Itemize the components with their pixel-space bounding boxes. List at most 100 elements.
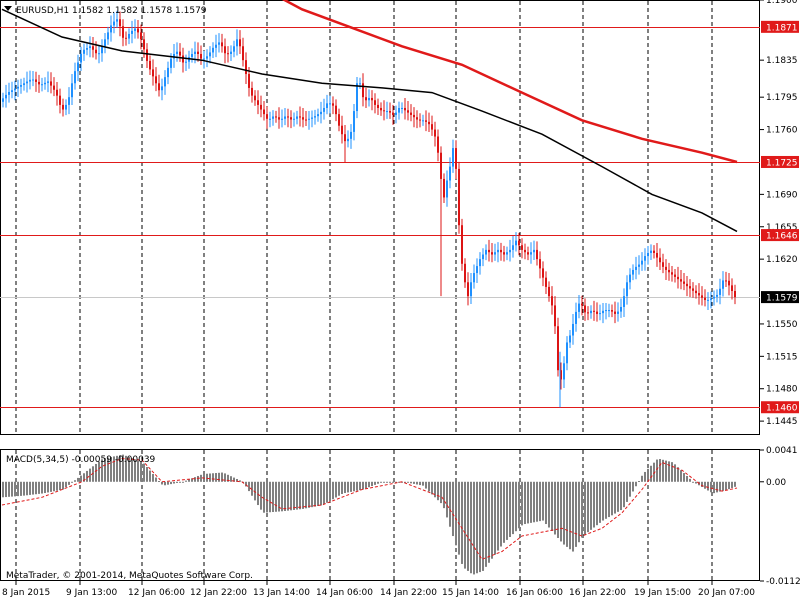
bull-candle-body [113,21,115,26]
macd-bar [20,481,22,496]
bear-candle-body [287,116,289,118]
bull-candle-body [203,58,205,60]
macd-bar [8,481,10,497]
macd-bar [434,481,436,498]
current-price-box [761,291,799,304]
bear-candle-body [248,74,250,88]
macd-bar [614,481,616,514]
macd-bar [647,468,649,482]
bear-candle-body [425,120,427,122]
macd-bar [218,472,220,482]
macd-bar [188,479,190,482]
bear-candle-body [671,272,673,275]
macd-bar [407,481,409,483]
bear-candle-body [290,117,292,120]
macd-bar [455,481,457,546]
macd-bar [431,481,433,495]
bear-candle-body [695,290,697,294]
bull-candle-body [272,116,274,119]
macd-bar [80,475,82,482]
candlesticks [2,10,736,408]
bear-candle-body [680,279,682,282]
bull-candle-body [476,266,478,274]
bull-candle-body [716,294,718,297]
level-price-box [761,155,799,168]
macd-bar [338,481,340,496]
macd-bar [251,481,253,496]
bull-candle-body [68,97,70,105]
macd-bar [569,481,571,550]
bull-candle-body [398,107,400,113]
bear-candle-body [413,114,415,118]
macd-bar [515,481,517,532]
macd-bar [314,481,316,507]
bear-candle-body [119,19,121,27]
price-tick-label: 1.1760 [766,126,798,136]
macd-bar [659,459,661,482]
bull-candle-body [11,90,13,92]
bull-candle-body [590,310,592,314]
macd-bar [518,481,520,529]
bull-candle-body [236,39,238,47]
macd-bar [491,481,493,559]
bull-candle-body [575,311,577,324]
bear-candle-body [560,370,562,380]
macd-bar [224,473,226,482]
bull-candle-body [497,249,499,253]
bear-candle-body [614,311,616,314]
bear-candle-body [461,225,463,264]
price-tick-label: 1.1550 [766,320,798,330]
bear-candle-body [374,100,376,105]
bear-candle-body [266,114,268,119]
bull-candle-body [605,310,607,312]
macd-bar [611,481,613,516]
bull-candle-body [395,112,397,115]
time-tick-label: 16 Jan 22:00 [569,588,626,598]
price-tick-label: 1.1795 [766,93,798,103]
macd-bar [596,481,598,526]
bear-candle-body [155,76,157,84]
bear-candle-body [440,152,442,179]
bull-candle-body [71,83,73,98]
macd-bar [170,481,172,485]
macd-bar [119,455,121,482]
bear-candle-body [734,290,736,298]
macd-bar [653,462,655,482]
bear-candle-body [689,286,691,289]
bear-candle-body [62,104,64,110]
bull-candle-body [644,256,646,261]
macd-bar [74,480,76,482]
time-tick-label: 15 Jan 14:00 [442,588,499,598]
symbol-info: EURUSD,H1 1.1582 1.1582 1.1578 1.1579 [16,6,207,16]
bull-candle-body [470,282,472,297]
macd-bar [551,481,553,532]
macd-bar [440,481,442,504]
bear-candle-body [536,249,538,260]
bear-candle-body [239,39,241,47]
macd-bar [371,481,373,487]
bull-candle-body [209,52,211,57]
bull-candle-body [77,62,79,72]
chevron-down-icon[interactable] [4,6,12,11]
bull-candle-body [452,148,454,167]
macd-bar [23,481,25,496]
macd-bar [296,481,298,510]
macd-bar [176,481,178,483]
macd-bar [461,481,463,564]
macd-bar [299,481,301,510]
bear-candle-body [431,124,433,130]
bear-candle-body [683,281,685,284]
macd-bar [581,481,583,538]
bull-candle-body [83,49,85,54]
ma-slow-line [1,8,738,233]
bear-candle-body [581,303,583,306]
macd-bar [665,460,667,482]
bear-candle-body [584,305,586,313]
bear-candle-body [38,81,40,85]
macd-bar [116,455,118,482]
macd-bar [701,481,703,488]
macd-bar [200,474,202,482]
level-price-label: 1.1871 [766,23,798,33]
